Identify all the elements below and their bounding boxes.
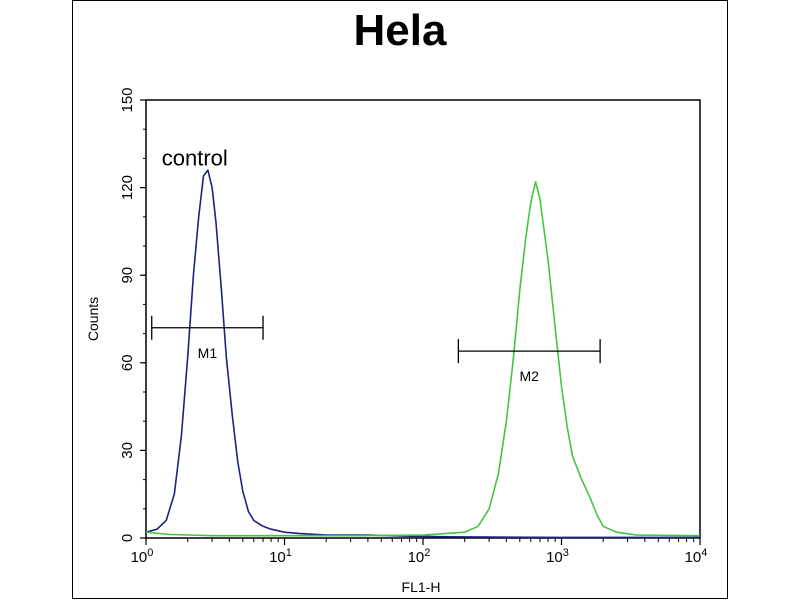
x-tick-label: 100 — [131, 547, 154, 566]
marker-label: M1 — [198, 345, 218, 361]
x-axis-label: FL1-H — [402, 579, 441, 595]
y-tick-label: 30 — [119, 442, 136, 459]
plot-border — [145, 99, 701, 539]
y-tick-label: 150 — [119, 87, 136, 112]
chart-title: Hela — [353, 6, 447, 55]
series-layer — [145, 169, 701, 539]
control-annotation: control — [162, 145, 228, 170]
markers-layer: M1 M2 — [151, 315, 601, 384]
x-tick-label: 102 — [408, 547, 431, 566]
control-histogram-line — [145, 169, 700, 539]
y-axis: 0 30 60 90 120 150 — [119, 87, 146, 542]
y-tick-label: 120 — [119, 175, 136, 200]
y-tick-label: 0 — [119, 534, 136, 542]
x-tick-label: 103 — [546, 547, 569, 566]
x-axis: 100 101 102 103 104 — [131, 538, 708, 566]
y-tick-label: 60 — [119, 354, 136, 371]
y-axis-label: Counts — [85, 297, 101, 341]
chart-frame — [72, 0, 728, 599]
x-tick-label: 104 — [685, 547, 708, 566]
annotations-layer: control — [162, 145, 228, 170]
sample-histogram-line — [145, 181, 701, 537]
marker-label: M2 — [520, 368, 540, 384]
y-tick-label: 90 — [119, 267, 136, 284]
plot-area — [145, 99, 701, 539]
x-tick-label: 101 — [269, 547, 292, 566]
